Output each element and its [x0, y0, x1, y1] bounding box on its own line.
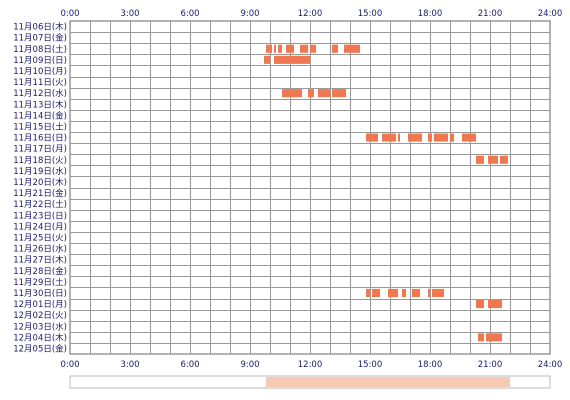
x-tick-label: 12:00	[298, 9, 323, 19]
activity-session	[278, 44, 282, 53]
row-label: 11月10日(月)	[13, 67, 67, 77]
x-tick-label: 12:00	[298, 360, 323, 370]
activity-session	[286, 44, 294, 53]
x-tick-label: 24:00	[538, 360, 563, 370]
row-label: 11月16日(日)	[13, 134, 67, 144]
activity-session	[300, 44, 308, 53]
activity-session	[462, 133, 476, 142]
row-label: 11月21日(金)	[13, 188, 67, 199]
row-label: 11月08日(土)	[13, 44, 67, 55]
activity-session	[478, 333, 484, 342]
x-axis-bottom: 0:00 3:00 6:00 9:00 12:00 15:00 18:00 21:00 24:0…	[60, 360, 562, 370]
activity-session	[434, 133, 448, 142]
activity-session	[308, 89, 314, 98]
activity-session	[432, 288, 444, 297]
activity-session	[428, 133, 432, 142]
row-label: 11月12日(水)	[13, 88, 67, 99]
row-label: 12月03日(水)	[13, 321, 67, 332]
row-label: 11月18日(火)	[13, 156, 67, 166]
activity-session	[476, 300, 484, 309]
activity-session	[366, 288, 370, 297]
activity-session	[344, 44, 360, 53]
activity-session	[332, 44, 338, 53]
x-tick-label: 6:00	[180, 360, 199, 370]
row-label: 11月06日(木)	[13, 22, 67, 33]
activity-session	[500, 155, 508, 164]
activity-session	[318, 89, 330, 98]
activity-session	[266, 44, 272, 53]
row-label: 11月22日(土)	[13, 199, 67, 210]
row-label: 11月27日(木)	[13, 255, 67, 266]
activity-session	[332, 89, 346, 98]
x-tick-label: 3:00	[120, 360, 139, 370]
activity-session	[488, 300, 502, 309]
row-label: 11月17日(月)	[13, 145, 67, 155]
density-bar	[69, 375, 551, 389]
density-segment	[266, 377, 510, 387]
activity-session	[310, 44, 316, 53]
x-tick-label: 3:00	[120, 9, 139, 19]
activity-session	[408, 133, 422, 142]
x-tick-label: 0:00	[60, 360, 79, 370]
row-label: 11月23日(日)	[13, 211, 67, 221]
x-tick-label: 21:00	[478, 9, 503, 19]
row-label: 11月30日(日)	[13, 289, 67, 299]
row-label: 11月29日(土)	[13, 277, 67, 288]
row-label: 11月19日(水)	[13, 166, 67, 177]
activity-session	[274, 55, 310, 64]
x-tick-label: 18:00	[418, 9, 443, 19]
x-tick-label: 15:00	[358, 9, 383, 19]
row-label: 11月14日(金)	[13, 110, 67, 121]
activity-session	[366, 133, 378, 142]
activity-session	[372, 288, 380, 297]
activity-session	[402, 288, 406, 297]
x-tick-label: 9:00	[240, 9, 259, 19]
row-label: 11月15日(土)	[13, 121, 67, 132]
row-label: 11月11日(火)	[13, 78, 67, 88]
chart-grid	[69, 20, 551, 355]
activity-sessions	[264, 44, 508, 342]
activity-session	[476, 155, 484, 164]
x-tick-label: 18:00	[418, 360, 443, 370]
x-tick-label: 21:00	[478, 360, 503, 370]
x-tick-label: 15:00	[358, 360, 383, 370]
row-label: 11月28日(金)	[13, 266, 67, 277]
row-label: 11月09日(日)	[13, 56, 67, 66]
activity-session	[488, 155, 498, 164]
activity-session	[398, 133, 400, 142]
row-label: 11月13日(木)	[13, 99, 67, 110]
activity-session	[282, 89, 302, 98]
row-labels: 11月06日(木)11月07日(金)11月08日(土)11月09日(日)11月1…	[13, 22, 67, 355]
row-label: 11月24日(月)	[13, 222, 67, 232]
activity-session	[428, 288, 430, 297]
x-axis-top: 0:00 3:00 6:00 9:00 12:00 15:00 18:00 21:00 24:0…	[60, 9, 562, 19]
row-label: 11月25日(火)	[13, 233, 67, 243]
x-tick-label: 6:00	[180, 9, 199, 19]
row-label: 12月04日(木)	[13, 332, 67, 343]
x-tick-label: 0:00	[60, 9, 79, 19]
activity-session	[264, 55, 270, 64]
activity-session	[388, 288, 398, 297]
row-label: 11月26日(水)	[13, 244, 67, 255]
x-tick-label: 24:00	[538, 9, 563, 19]
row-label: 12月05日(金)	[13, 343, 67, 354]
activity-session	[486, 333, 502, 342]
activity-session	[382, 133, 396, 142]
activity-session	[412, 288, 420, 297]
activity-session	[450, 133, 454, 142]
x-tick-label: 9:00	[240, 360, 259, 370]
row-label: 11月20日(木)	[13, 177, 67, 188]
activity-session	[274, 44, 276, 53]
row-label: 11月07日(金)	[13, 33, 67, 44]
row-label: 12月01日(月)	[13, 300, 67, 310]
row-label: 12月02日(火)	[13, 311, 67, 321]
